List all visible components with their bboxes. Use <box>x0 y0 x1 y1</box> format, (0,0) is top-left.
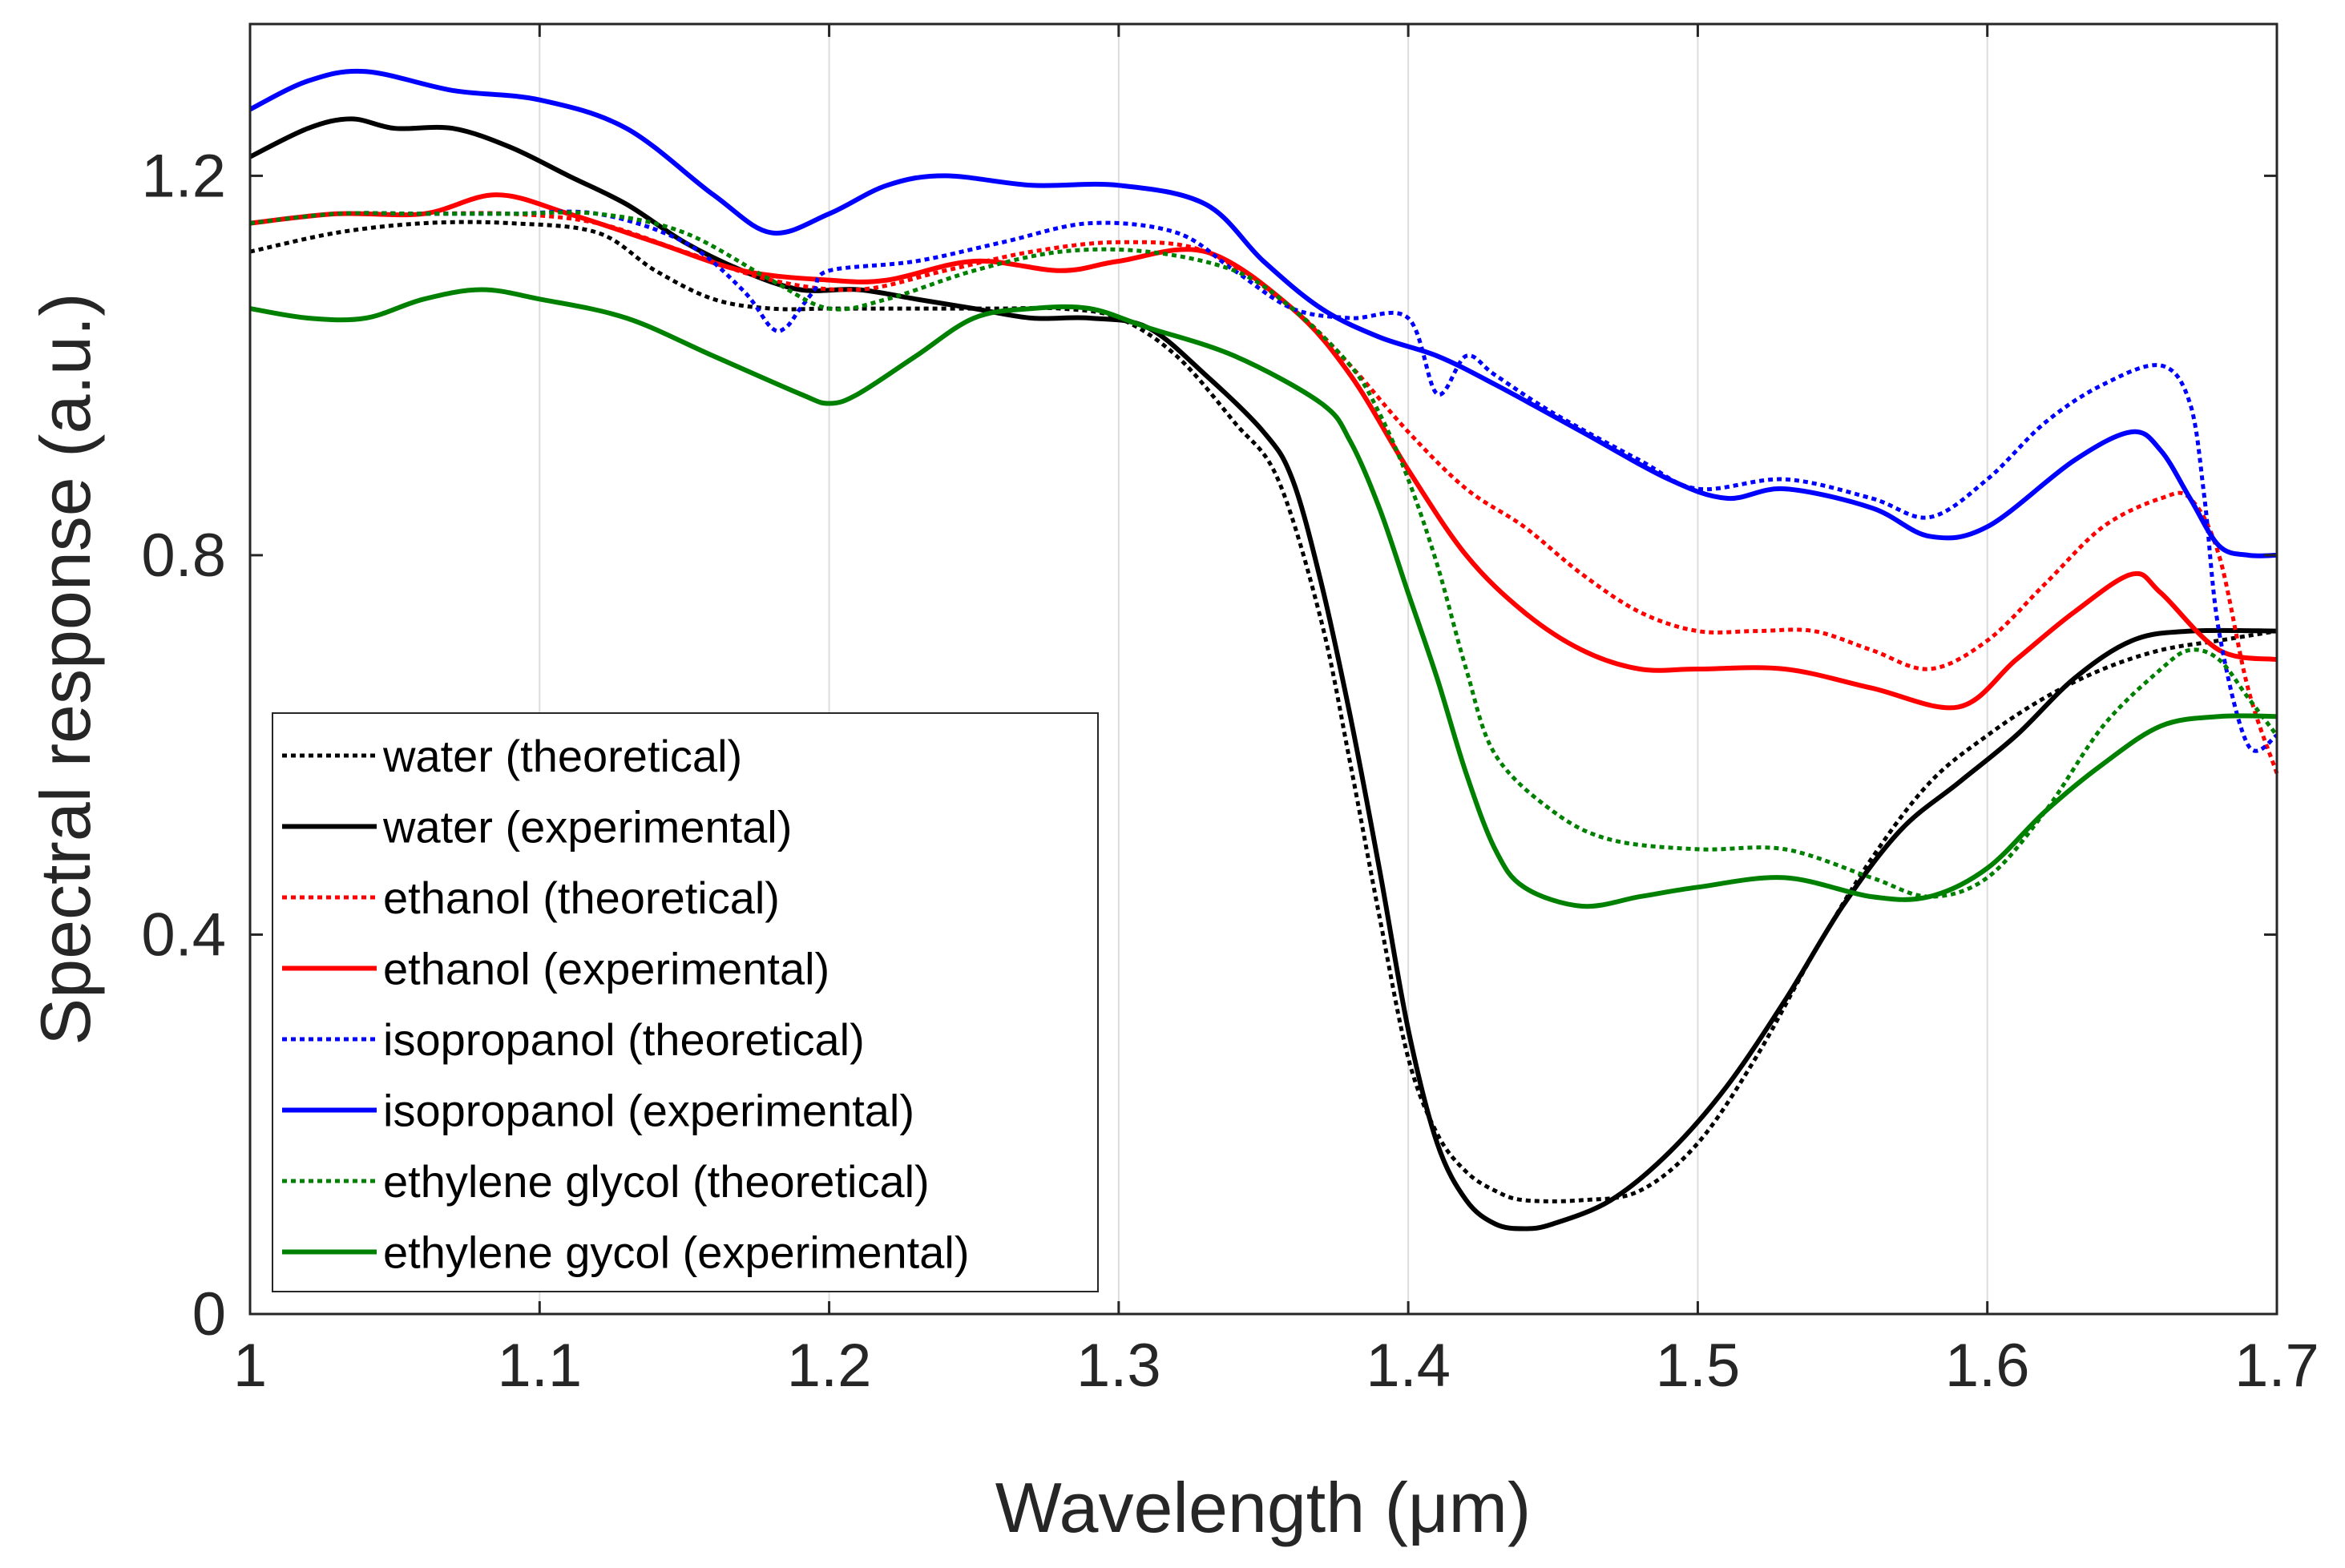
legend-label-water-theoretical: water (theoretical) <box>382 731 742 781</box>
legend-label-ethylene-glycol-theoretical: ethylene glycol (theoretical) <box>383 1156 930 1207</box>
x-axis-label: Wavelength (μm) <box>995 1468 1532 1547</box>
legend-label-isopropanol-theoretical: isopropanol (theoretical) <box>383 1014 865 1065</box>
x-tick-label: 1.2 <box>787 1332 872 1400</box>
x-tick-label: 1.1 <box>497 1332 582 1400</box>
legend-label-water-experimental: water (experimental) <box>382 802 792 853</box>
series-line-isopropanol-experimental <box>248 68 2278 558</box>
x-tick-label: 1.4 <box>1366 1332 1451 1400</box>
legend-items: water (theoretical) water (experimental) e… <box>282 731 969 1278</box>
y-tick-label: 0 <box>192 1280 226 1348</box>
y-tick-labels: 0 0.4 0.8 1.2 <box>141 142 226 1348</box>
x-tick-labels: 1 1.1 1.2 1.3 1.4 1.5 1.6 1.7 <box>233 1332 2319 1400</box>
legend-label-ethanol-theoretical: ethanol (theoretical) <box>383 873 780 923</box>
axis-ticks <box>248 24 2278 1316</box>
x-tick-label: 1.5 <box>1656 1332 1741 1400</box>
x-tick-label: 1.6 <box>1945 1332 2030 1400</box>
legend: water (theoretical) water (experimental) e… <box>272 712 1099 1292</box>
series-line-water-theoretical <box>249 220 2278 1203</box>
y-tick-label: 0.4 <box>141 901 226 969</box>
plot-frame <box>248 22 2278 1316</box>
y-axis-label: Spectral response (a.u.) <box>26 292 105 1045</box>
legend-label-ethanol-experimental: ethanol (experimental) <box>383 944 829 994</box>
series-line-ethanol-theoretical <box>249 211 2279 775</box>
series-lines <box>248 68 2279 1231</box>
legend-label-isopropanol-experimental: isopropanol (experimental) <box>383 1086 914 1136</box>
x-tick-label: 1.7 <box>2234 1332 2319 1400</box>
series-line-ethanol-experimental <box>249 192 2278 711</box>
x-gridlines <box>539 24 1988 1314</box>
legend-label-ethylene-gycol-experimental: ethylene gycol (experimental) <box>383 1227 969 1278</box>
series-line-isopropanol-theoretical <box>249 209 2278 753</box>
y-tick-label: 1.2 <box>141 142 226 210</box>
y-tick-label: 0.8 <box>141 522 226 590</box>
legend-box <box>272 712 1099 1292</box>
x-tick-label: 1.3 <box>1076 1332 1161 1400</box>
series-line-water-experimental <box>248 116 2278 1231</box>
series-line-ethylene-gycol-experimental <box>249 287 2278 909</box>
x-tick-label: 1 <box>233 1332 267 1400</box>
series-line-ethylene-glycol-theoretical <box>249 210 2278 899</box>
